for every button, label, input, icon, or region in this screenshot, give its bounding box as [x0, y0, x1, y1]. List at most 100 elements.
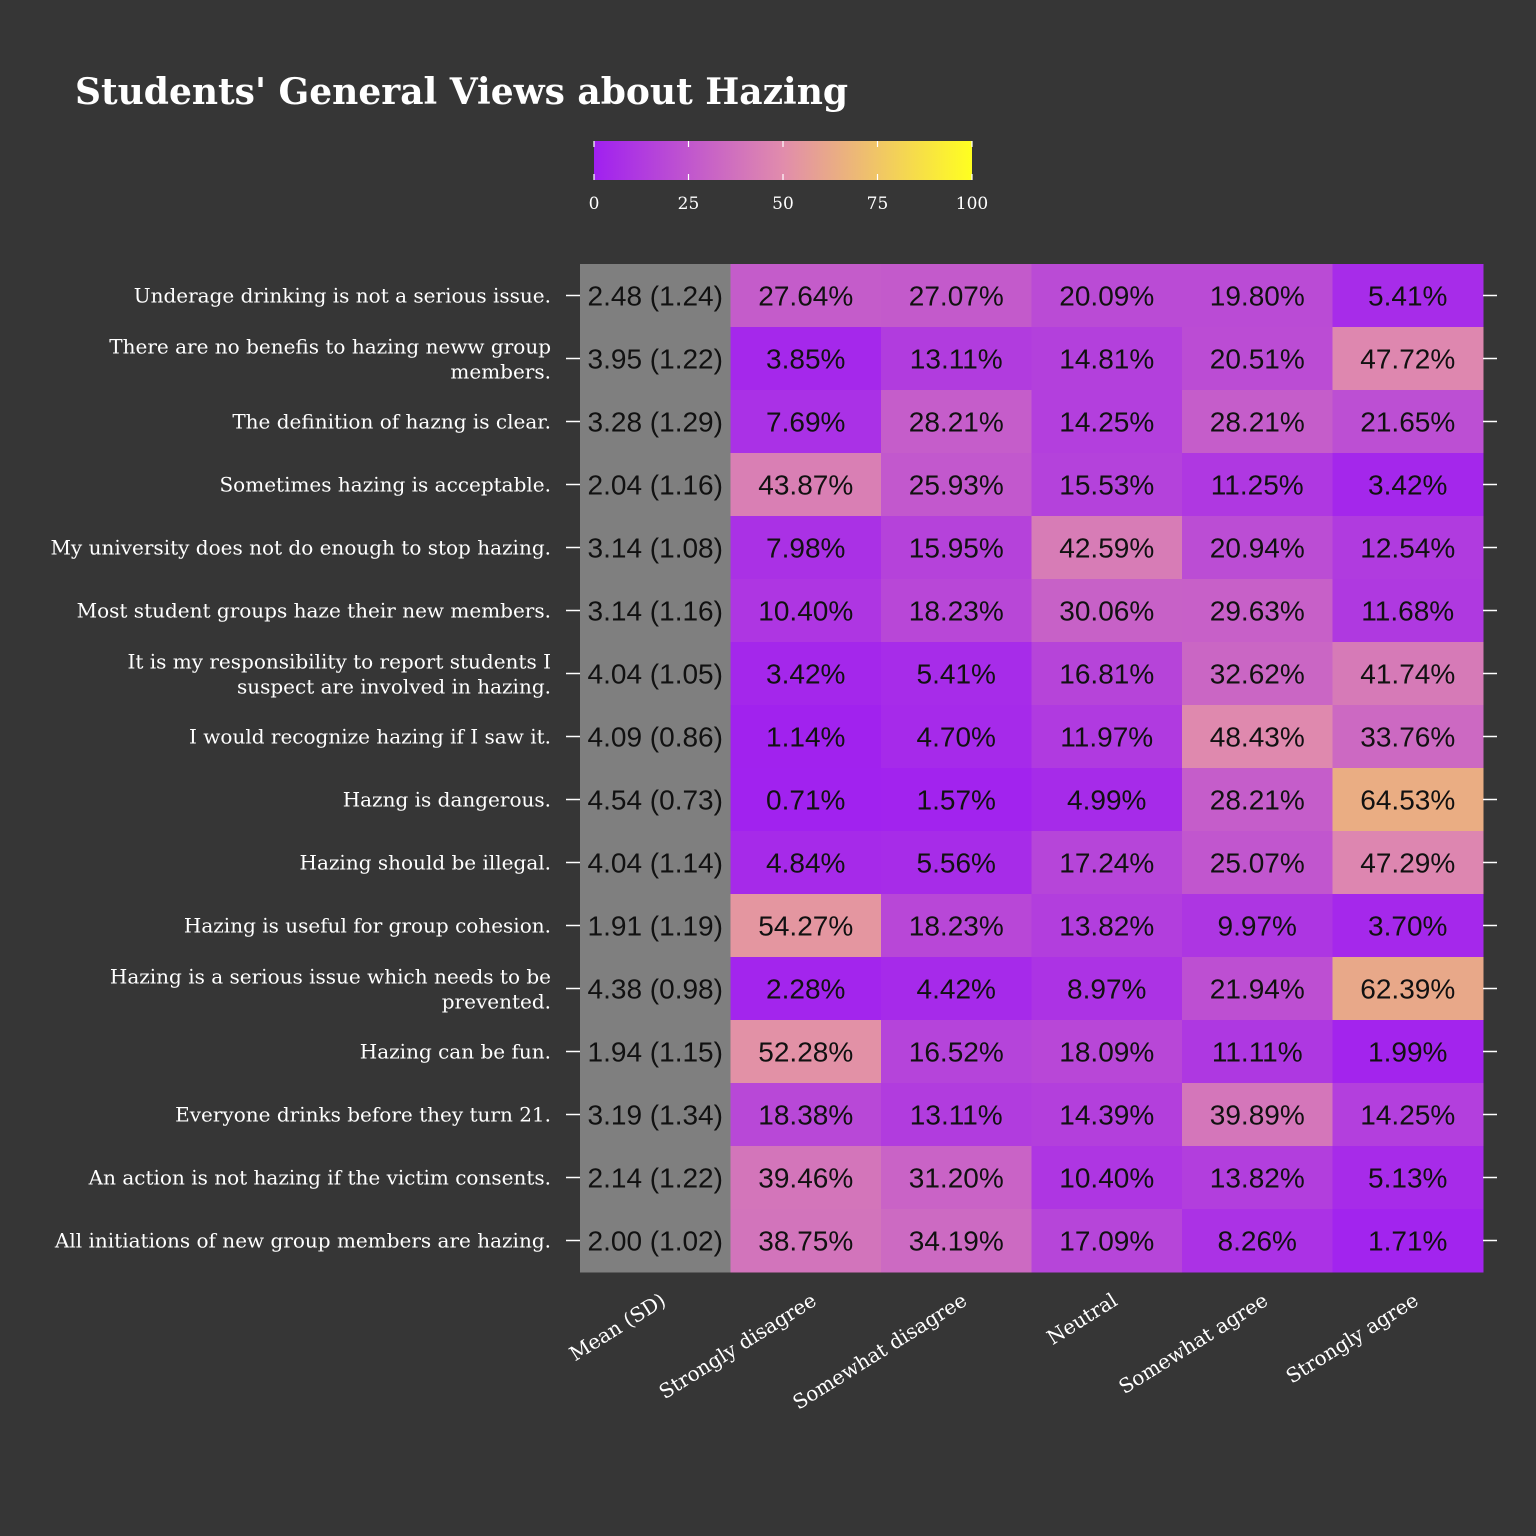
heatmap-cell	[881, 894, 1032, 958]
mean-sd-label: 3.14 (1.16)	[588, 596, 723, 627]
cell-value-label: 48.43%	[1210, 722, 1305, 753]
cell-value-label: 34.19%	[909, 1226, 1004, 1257]
mean-sd-label: 1.91 (1.19)	[588, 911, 723, 942]
column-label: Somewhat agree	[1114, 1288, 1272, 1399]
heatmap-cell	[1031, 642, 1183, 706]
heatmap-cell	[881, 957, 1032, 1021]
row-label: Hazing can be fun.	[360, 1040, 551, 1064]
cell-value-label: 25.93%	[909, 470, 1004, 501]
cell-value-label: 18.09%	[1059, 1037, 1154, 1068]
cell-value-label: 14.25%	[1360, 1100, 1455, 1131]
heatmap-cell	[1332, 516, 1484, 580]
cell-value-label: 10.40%	[758, 596, 853, 627]
cell-value-label: 30.06%	[1059, 596, 1154, 627]
cell-value-label: 62.39%	[1360, 974, 1455, 1005]
heatmap-cell	[1332, 1209, 1484, 1273]
cell-value-label: 21.65%	[1360, 407, 1455, 438]
mean-sd-cell	[580, 453, 731, 517]
mean-sd-cell	[580, 1020, 731, 1084]
heatmap-cell	[730, 1020, 882, 1084]
heatmap-cell	[1031, 516, 1183, 580]
heatmap-cell	[730, 516, 882, 580]
heatmap-cell	[1332, 705, 1484, 769]
mean-sd-label: 4.38 (0.98)	[588, 974, 723, 1005]
cell-value-label: 8.97%	[1067, 974, 1146, 1005]
cell-value-label: 3.85%	[766, 344, 845, 375]
heatmap-cell	[1031, 390, 1183, 454]
cell-value-label: 18.23%	[909, 911, 1004, 942]
heatmap-cell	[1332, 264, 1484, 328]
heatmap-cell	[1031, 1209, 1183, 1273]
mean-sd-cell	[580, 957, 731, 1021]
row-label: There are no benefis to hazing neww grou…	[109, 335, 551, 384]
heatmap-cell	[1182, 390, 1333, 454]
heatmap-cell	[1182, 1209, 1333, 1273]
chart-title: Students' General Views about Hazing	[75, 71, 848, 113]
cell-value-label: 32.62%	[1210, 659, 1305, 690]
mean-sd-cell	[580, 516, 731, 580]
cell-value-label: 17.24%	[1059, 848, 1154, 879]
heatmap-cell	[1182, 516, 1333, 580]
cell-value-label: 11.97%	[1060, 722, 1153, 753]
mean-sd-cell	[580, 264, 731, 328]
heatmap-cell	[1182, 831, 1333, 895]
heatmap-cell	[1182, 768, 1333, 832]
heatmap-cell	[1031, 957, 1183, 1021]
mean-sd-cell	[580, 1083, 731, 1147]
cell-value-label: 5.41%	[917, 659, 996, 690]
cell-value-label: 1.71%	[1368, 1226, 1447, 1257]
cell-value-label: 12.54%	[1360, 533, 1455, 564]
mean-sd-label: 4.04 (1.05)	[588, 659, 723, 690]
heatmap-cell	[881, 1083, 1032, 1147]
heatmap-cell	[1332, 768, 1484, 832]
heatmap-cell	[1332, 1146, 1484, 1210]
mean-sd-label: 3.14 (1.08)	[588, 533, 723, 564]
cell-value-label: 14.81%	[1059, 344, 1154, 375]
row-label: The definition of hazng is clear.	[232, 410, 551, 434]
heatmap-cell	[881, 768, 1032, 832]
cell-value-label: 33.76%	[1360, 722, 1455, 753]
legend-color-bar	[594, 141, 972, 180]
heatmap-cell	[730, 579, 882, 643]
cell-value-label: 28.21%	[909, 407, 1004, 438]
cell-value-label: 18.38%	[758, 1100, 853, 1131]
legend-tick-label: 0	[589, 194, 600, 214]
heatmap-cell	[1031, 327, 1183, 391]
heatmap-cell	[1031, 579, 1183, 643]
heatmap-cell	[1332, 894, 1484, 958]
cell-value-label: 13.11%	[910, 344, 1003, 375]
row-labels: Underage drinking is not a serious issue…	[50, 284, 551, 1253]
cell-value-label: 16.52%	[909, 1037, 1004, 1068]
heatmap-cell	[1182, 1146, 1333, 1210]
cell-value-label: 20.94%	[1210, 533, 1305, 564]
heatmap-cell	[881, 1209, 1032, 1273]
mean-sd-label: 2.00 (1.02)	[588, 1226, 723, 1257]
cell-value-label: 20.51%	[1210, 344, 1305, 375]
heatmap-cell	[1031, 768, 1183, 832]
heatmap-cell	[730, 453, 882, 517]
cell-value-label: 7.69%	[766, 407, 845, 438]
cell-value-label: 42.59%	[1059, 533, 1154, 564]
cell-value-label: 13.82%	[1210, 1163, 1305, 1194]
cell-value-label: 15.53%	[1059, 470, 1154, 501]
cell-value-label: 41.74%	[1360, 659, 1455, 690]
mean-sd-cell	[580, 327, 731, 391]
mean-sd-label: 4.54 (0.73)	[588, 785, 723, 816]
heatmap-cell	[881, 705, 1032, 769]
heatmap-cell	[1182, 579, 1333, 643]
mean-sd-cell	[580, 1209, 731, 1273]
cell-value-label: 4.70%	[917, 722, 996, 753]
heatmap-cell	[730, 705, 882, 769]
heatmap-cell	[730, 1083, 882, 1147]
row-label: Hazing is a serious issue which needs to…	[110, 965, 551, 1014]
mean-sd-label: 2.04 (1.16)	[588, 470, 723, 501]
heatmap-cell	[730, 894, 882, 958]
heatmap-cell	[881, 831, 1032, 895]
cell-value-label: 28.21%	[1210, 785, 1305, 816]
heatmap-cell	[881, 390, 1032, 454]
cell-value-label: 4.42%	[917, 974, 996, 1005]
heatmap-cell	[1182, 1083, 1333, 1147]
cell-value-label: 25.07%	[1210, 848, 1305, 879]
heatmap-cell	[1182, 327, 1333, 391]
